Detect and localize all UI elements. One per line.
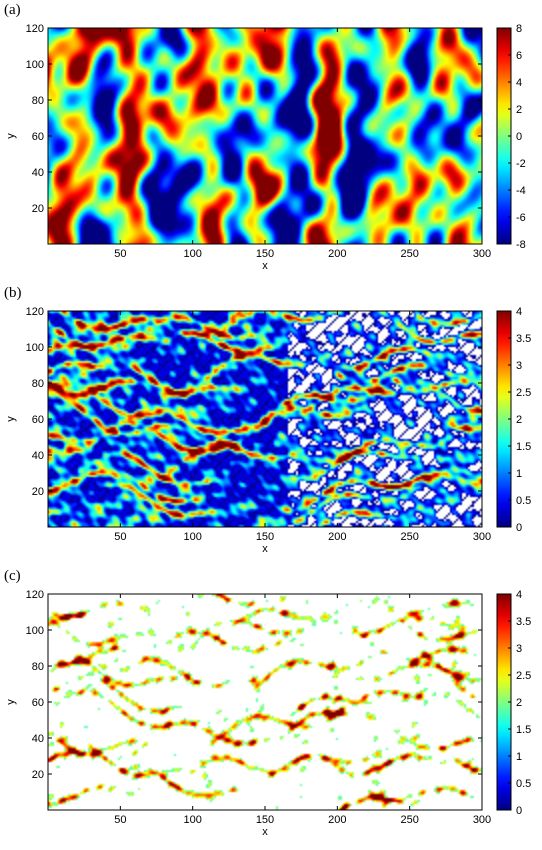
y-tick-label: 100 [26, 625, 44, 637]
y-tick-label: 80 [32, 661, 44, 673]
colorbar-tick-label: 8 [516, 23, 522, 35]
field-image [48, 594, 482, 810]
y-tick-label: 40 [32, 167, 44, 179]
y-axis-label: y [5, 416, 17, 422]
y-tick-label: 100 [26, 342, 44, 354]
x-tick-label: 50 [114, 814, 126, 826]
colorbar-tick-label: 4 [516, 77, 522, 89]
x-tick-label: 50 [114, 531, 126, 543]
y-tick-label: 120 [26, 306, 44, 318]
colorbar-tick-label: 6 [516, 50, 522, 62]
panel-label: (b) [4, 285, 22, 301]
colorbar-tick-label: 2 [516, 414, 522, 426]
x-tick-label: 150 [256, 248, 274, 260]
colorbar-tick-label: 0.5 [516, 778, 531, 790]
x-tick-label: 150 [256, 531, 274, 543]
colorbar-tick-label: 3.5 [516, 616, 531, 628]
colorbar-tick-label: -2 [516, 158, 526, 170]
x-tick-label: 200 [328, 531, 346, 543]
x-tick-label: 250 [400, 531, 418, 543]
colorbar-tick-label: -4 [516, 185, 526, 197]
x-tick-label: 250 [400, 248, 418, 260]
colorbar-tick-label: 2.5 [516, 387, 531, 399]
colorbar-tick-label: -6 [516, 212, 526, 224]
x-tick-label: 100 [183, 248, 201, 260]
panel-b-chart: 50 100 150 200 250 30020406080100120xy43.532.… [5, 306, 531, 555]
y-tick-label: 80 [32, 378, 44, 390]
colorbar-tick-label: 3 [516, 643, 522, 655]
colorbar-tick-label: 0.5 [516, 495, 531, 507]
y-tick-label: 20 [32, 769, 44, 781]
x-axis-label: x [262, 826, 268, 838]
y-axis-label: y [5, 699, 17, 705]
panel-a: (a) 50 100 150 200 250 300 20 40 60 80 100 120 x y 8 6 4… [0, 0, 542, 284]
x-tick-label: 300 [473, 248, 491, 260]
colorbar-tick-label: 1 [516, 751, 522, 763]
y-tick-label: 100 [26, 59, 44, 71]
y-tick-label: 40 [32, 733, 44, 745]
colorbar-tick-label: 0 [516, 805, 522, 817]
panel-c: (c) 50 100 150 200 250 300 20 40 60 80 100 120 x y 4 3.… [0, 566, 542, 850]
colorbar-tick-label: 1.5 [516, 441, 531, 453]
colorbar-tick-label: 2.5 [516, 670, 531, 682]
colorbar-tick-label: 3 [516, 360, 522, 372]
y-axis-label: y [5, 133, 17, 139]
x-axis-label: x [262, 260, 268, 272]
field-image [48, 311, 482, 527]
colorbar-tick-label: -8 [516, 239, 526, 251]
x-tick-label: 200 [328, 248, 346, 260]
x-tick-label: 100 [183, 531, 201, 543]
panel-label: (c) [4, 568, 21, 584]
y-tick-label: 60 [32, 697, 44, 709]
colorbar-tick-label: 4 [516, 306, 522, 318]
colorbar-tick-label: 2 [516, 104, 522, 116]
colorbar-tick-label: 4 [516, 589, 522, 601]
y-tick-label: 40 [32, 450, 44, 462]
y-tick-label: 120 [26, 23, 44, 35]
panel-a-chart: 50 100 150 200 250 30020406080100120xy86420-2… [5, 23, 526, 272]
y-tick-label: 60 [32, 131, 44, 143]
colorbar-tick-label: 0 [516, 131, 522, 143]
y-tick-label: 80 [32, 95, 44, 107]
x-tick-label: 150 [256, 814, 274, 826]
colorbar-tick-label: 1 [516, 468, 522, 480]
colorbar-tick-label: 1.5 [516, 724, 531, 736]
x-tick-label: 300 [473, 531, 491, 543]
x-axis-label: x [262, 543, 268, 555]
x-tick-label: 100 [183, 814, 201, 826]
colorbar-tick-label: 3.5 [516, 333, 531, 345]
x-tick-label: 300 [473, 814, 491, 826]
colorbar-tick-label: 2 [516, 697, 522, 709]
y-tick-label: 20 [32, 203, 44, 215]
panel-c-chart: 50 100 150 200 250 30020406080100120xy43.532.… [5, 589, 531, 838]
panel-b: (b) 50 100 150 200 250 300 20 40 60 80 100 120 x y 4 3.… [0, 283, 542, 567]
y-tick-label: 60 [32, 414, 44, 426]
x-tick-label: 50 [114, 248, 126, 260]
x-tick-label: 250 [400, 814, 418, 826]
colorbar-tick-label: 0 [516, 522, 522, 534]
y-tick-label: 20 [32, 486, 44, 498]
field-image [48, 28, 482, 244]
x-tick-label: 200 [328, 814, 346, 826]
panel-label: (a) [4, 2, 21, 18]
y-tick-label: 120 [26, 589, 44, 601]
